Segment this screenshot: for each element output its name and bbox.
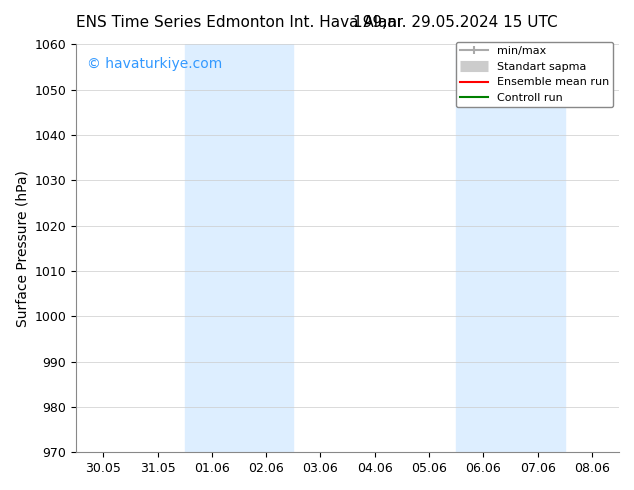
Text: ENS Time Series Edmonton Int. Hava Alanı: ENS Time Series Edmonton Int. Hava Alanı bbox=[76, 15, 401, 30]
Text: 199;ar. 29.05.2024 15 UTC: 199;ar. 29.05.2024 15 UTC bbox=[353, 15, 558, 30]
Bar bbox=[456, 45, 565, 452]
Legend: min/max, Standart sapma, Ensemble mean run, Controll run: min/max, Standart sapma, Ensemble mean r… bbox=[456, 42, 614, 107]
Text: © havaturkiye.com: © havaturkiye.com bbox=[87, 57, 223, 71]
Bar bbox=[184, 45, 294, 452]
Y-axis label: Surface Pressure (hPa): Surface Pressure (hPa) bbox=[15, 170, 29, 327]
